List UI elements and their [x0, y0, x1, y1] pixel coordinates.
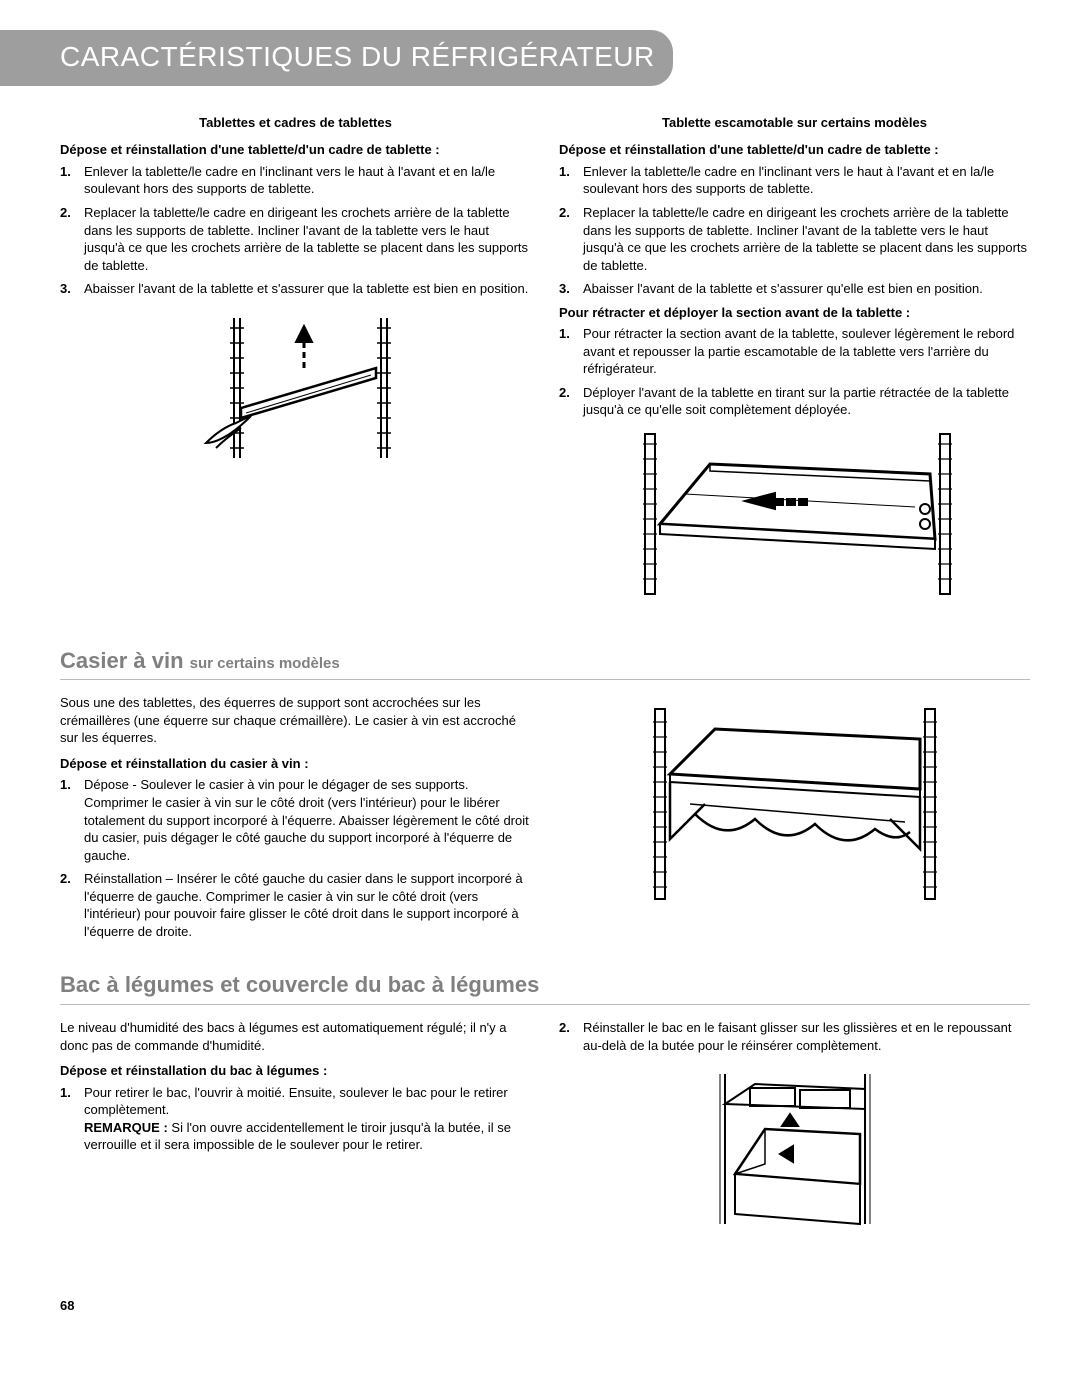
section-rule-2: [60, 1004, 1030, 1005]
item-num: 2.: [559, 1019, 583, 1054]
heading-small: sur certains modèles: [190, 655, 340, 672]
list-left: 1.Enlever la tablette/le cadre en l'incl…: [60, 163, 531, 298]
section-bac-body: Le niveau d'humidité des bacs à légumes …: [60, 1019, 1030, 1257]
bac-subheading: Dépose et réinstallation du bac à légume…: [60, 1062, 531, 1080]
item-text: Pour retirer le bac, l'ouvrir à moitié. …: [84, 1084, 531, 1154]
col-tablette-escamotable: Tablette escamotable sur certains modèle…: [559, 114, 1030, 622]
list-item: 2.Réinstaller le bac en le faisant gliss…: [559, 1019, 1030, 1054]
heading-main: Casier à vin: [60, 648, 190, 673]
list-right: 1.Enlever la tablette/le cadre en l'incl…: [559, 163, 1030, 298]
list-item: 2.Replacer la tablette/le cadre en dirig…: [559, 204, 1030, 274]
bac-left: Le niveau d'humidité des bacs à légumes …: [60, 1019, 531, 1257]
figure-shelf-tilt: [60, 308, 531, 473]
item-text: Réinstallation – Insérer le côté gauche …: [84, 870, 531, 940]
col-heading-left: Tablettes et cadres de tablettes: [60, 114, 531, 132]
item-num: 1.: [60, 776, 84, 864]
item-num: 2.: [559, 384, 583, 419]
item-num: 2.: [559, 204, 583, 274]
item-text: Enlever la tablette/le cadre en l'inclin…: [583, 163, 1030, 198]
item-num: 1.: [60, 163, 84, 198]
col-tablettes-cadres: Tablettes et cadres de tablettes Dépose …: [60, 114, 531, 622]
figure-retractable-shelf: [559, 429, 1030, 604]
item-text: Déployer l'avant de la tablette en tiran…: [583, 384, 1030, 419]
page-banner: CARACTÉRISTIQUES DU RÉFRIGÉRATEUR: [0, 30, 673, 86]
casier-list: 1.Dépose - Soulever le casier à vin pour…: [60, 776, 531, 940]
item-text: Abaisser l'avant de la tablette et s'ass…: [84, 280, 531, 298]
figure-wine-rack: [559, 704, 1030, 909]
list-item: 1.Pour rétracter la section avant de la …: [559, 325, 1030, 378]
casier-left: Sous une des tablettes, des équerres de …: [60, 694, 531, 946]
list-item: 1.Enlever la tablette/le cadre en l'incl…: [559, 163, 1030, 198]
item-text: Pour rétracter la section avant de la ta…: [583, 325, 1030, 378]
list-item: 3.Abaisser l'avant de la tablette et s'a…: [559, 280, 1030, 298]
item-num: 2.: [60, 870, 84, 940]
list-item: 2.Réinstallation – Insérer le côté gauch…: [60, 870, 531, 940]
bac-list-left: 1. Pour retirer le bac, l'ouvrir à moiti…: [60, 1084, 531, 1154]
item-text: Dépose - Soulever le casier à vin pour l…: [84, 776, 531, 864]
subheading-right-2: Pour rétracter et déployer la section av…: [559, 304, 1030, 322]
section-heading-bac: Bac à légumes et couvercle du bac à légu…: [60, 970, 1030, 1000]
item-num: 1.: [559, 163, 583, 198]
bac-right: 2.Réinstaller le bac en le faisant gliss…: [559, 1019, 1030, 1257]
item-num: 1.: [559, 325, 583, 378]
section-heading-casier: Casier à vin sur certains modèles: [60, 646, 1030, 676]
casier-intro: Sous une des tablettes, des équerres de …: [60, 694, 531, 747]
list-item: 1.Dépose - Soulever le casier à vin pour…: [60, 776, 531, 864]
list-right-2: 1.Pour rétracter la section avant de la …: [559, 325, 1030, 419]
item-num: 1.: [60, 1084, 84, 1154]
note-label: REMARQUE :: [84, 1120, 168, 1135]
col-heading-right: Tablette escamotable sur certains modèle…: [559, 114, 1030, 132]
section-tablettes: Tablettes et cadres de tablettes Dépose …: [60, 114, 1030, 622]
section-casier-body: Sous une des tablettes, des équerres de …: [60, 694, 1030, 946]
casier-subheading: Dépose et réinstallation du casier à vin…: [60, 755, 531, 773]
item-text: Replacer la tablette/le cadre en dirigea…: [84, 204, 531, 274]
item-text: Réinstaller le bac en le faisant glisser…: [583, 1019, 1030, 1054]
subheading-left: Dépose et réinstallation d'une tablette/…: [60, 141, 531, 159]
item-text: Abaisser l'avant de la tablette et s'ass…: [583, 280, 1030, 298]
list-item: 3.Abaisser l'avant de la tablette et s'a…: [60, 280, 531, 298]
casier-right: [559, 694, 1030, 946]
section-rule: [60, 679, 1030, 680]
figure-crisper-drawer: [559, 1064, 1030, 1239]
bac-list-right: 2.Réinstaller le bac en le faisant gliss…: [559, 1019, 1030, 1054]
item-text: Replacer la tablette/le cadre en dirigea…: [583, 204, 1030, 274]
subheading-right: Dépose et réinstallation d'une tablette/…: [559, 141, 1030, 159]
list-item: 1.Enlever la tablette/le cadre en l'incl…: [60, 163, 531, 198]
list-item: 1. Pour retirer le bac, l'ouvrir à moiti…: [60, 1084, 531, 1154]
page-number: 68: [60, 1297, 1030, 1315]
list-item: 2.Déployer l'avant de la tablette en tir…: [559, 384, 1030, 419]
item-num: 3.: [60, 280, 84, 298]
item-num: 3.: [559, 280, 583, 298]
list-item: 2.Replacer la tablette/le cadre en dirig…: [60, 204, 531, 274]
item-text-pre: Pour retirer le bac, l'ouvrir à moitié. …: [84, 1085, 508, 1118]
item-num: 2.: [60, 204, 84, 274]
bac-intro: Le niveau d'humidité des bacs à légumes …: [60, 1019, 531, 1054]
item-text: Enlever la tablette/le cadre en l'inclin…: [84, 163, 531, 198]
